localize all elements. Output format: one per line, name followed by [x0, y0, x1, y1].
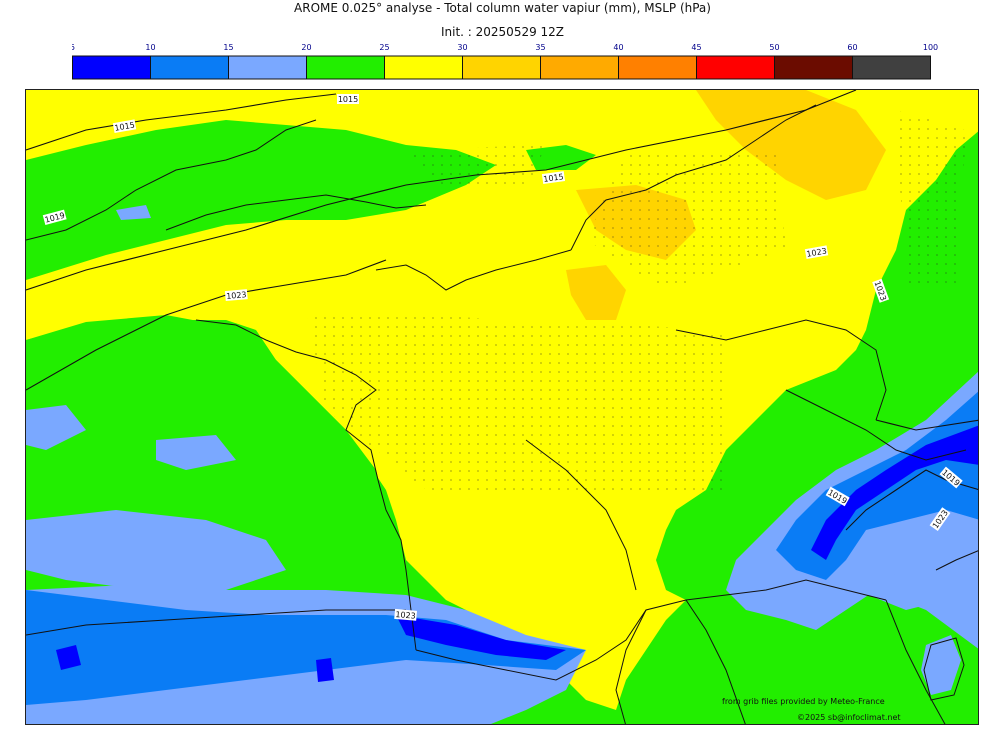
- init-time: Init. : 20250529 12Z: [440, 25, 565, 39]
- field-20-25-channel: [26, 120, 496, 280]
- legend-tick-label: 20: [301, 43, 311, 52]
- legend-swatch-7: [618, 55, 697, 80]
- legend-tick-label: 50: [769, 43, 779, 52]
- svg-text:1015: 1015: [114, 120, 136, 132]
- weather-map: 1015 1015 1015 1019 1023 1023 1023 1023 1019 1019…: [25, 89, 979, 725]
- legend-swatch-3: [306, 55, 385, 80]
- field-30-35-east: [696, 90, 886, 200]
- legend-tick-label: 10: [145, 43, 155, 52]
- field-15-20-corsica: [921, 635, 961, 695]
- precip-dots: [306, 110, 966, 490]
- legend-swatch-1: [150, 55, 229, 80]
- legend-swatch-5: [462, 55, 541, 80]
- legend-swatch-4: [384, 55, 463, 80]
- chart-title: AROME 0.025° analyse - Total column wate…: [294, 1, 711, 15]
- legend-tick-label: 40: [613, 43, 623, 52]
- isobar-label: 1023: [224, 289, 248, 302]
- copyright-credit: ©2025 sb@infoclimat.net: [797, 713, 901, 722]
- map-canvas: 1015101510151019102310231023102310191019…: [26, 90, 978, 724]
- isobar-label: 1023: [394, 608, 418, 621]
- legend-tick-label: 15: [223, 43, 233, 52]
- isobar-label: 1015: [337, 94, 359, 104]
- legend-tick-label: 60: [847, 43, 857, 52]
- isobar-label: 1015: [112, 119, 137, 134]
- coastlines: [26, 104, 967, 724]
- legend-tick-label: 25: [379, 43, 389, 52]
- legend-swatch-2: [228, 55, 307, 80]
- data-source-credit: from grib files provided by Meteo-France: [722, 697, 885, 706]
- isobar-label: 1015: [541, 171, 566, 185]
- legend-swatch-9: [774, 55, 853, 80]
- field-15-20-atlantic: [26, 205, 286, 590]
- svg-text:1015: 1015: [338, 95, 358, 104]
- field-20-25-north: [526, 145, 596, 170]
- svg-text:1015: 1015: [543, 172, 564, 184]
- field-5-10-pyrenees: [56, 615, 566, 682]
- color-scale-legend: 5 10 15 20 25 30 35 40 45 50 60 100: [72, 43, 938, 80]
- legend-swatch-0: [72, 55, 151, 80]
- legend-swatch-10: [852, 55, 931, 80]
- legend-tick-label: 5: [72, 43, 75, 52]
- legend-tick-label: 45: [691, 43, 701, 52]
- field-15-20-italy: [856, 560, 978, 610]
- isobar-label: 1023: [804, 245, 829, 260]
- legend-swatch-6: [540, 55, 619, 80]
- field-30-35-paris: [566, 265, 626, 320]
- legend-tick-label: 30: [457, 43, 467, 52]
- legend-tick-label: 100: [923, 43, 938, 52]
- svg-text:1023: 1023: [395, 610, 416, 621]
- field-10-15-pyrenees: [26, 590, 586, 705]
- field-5-10-alps: [811, 425, 978, 560]
- svg-text:1023: 1023: [806, 246, 828, 258]
- legend-swatch-8: [696, 55, 775, 80]
- legend-tick-label: 35: [535, 43, 545, 52]
- svg-text:1023: 1023: [226, 290, 247, 301]
